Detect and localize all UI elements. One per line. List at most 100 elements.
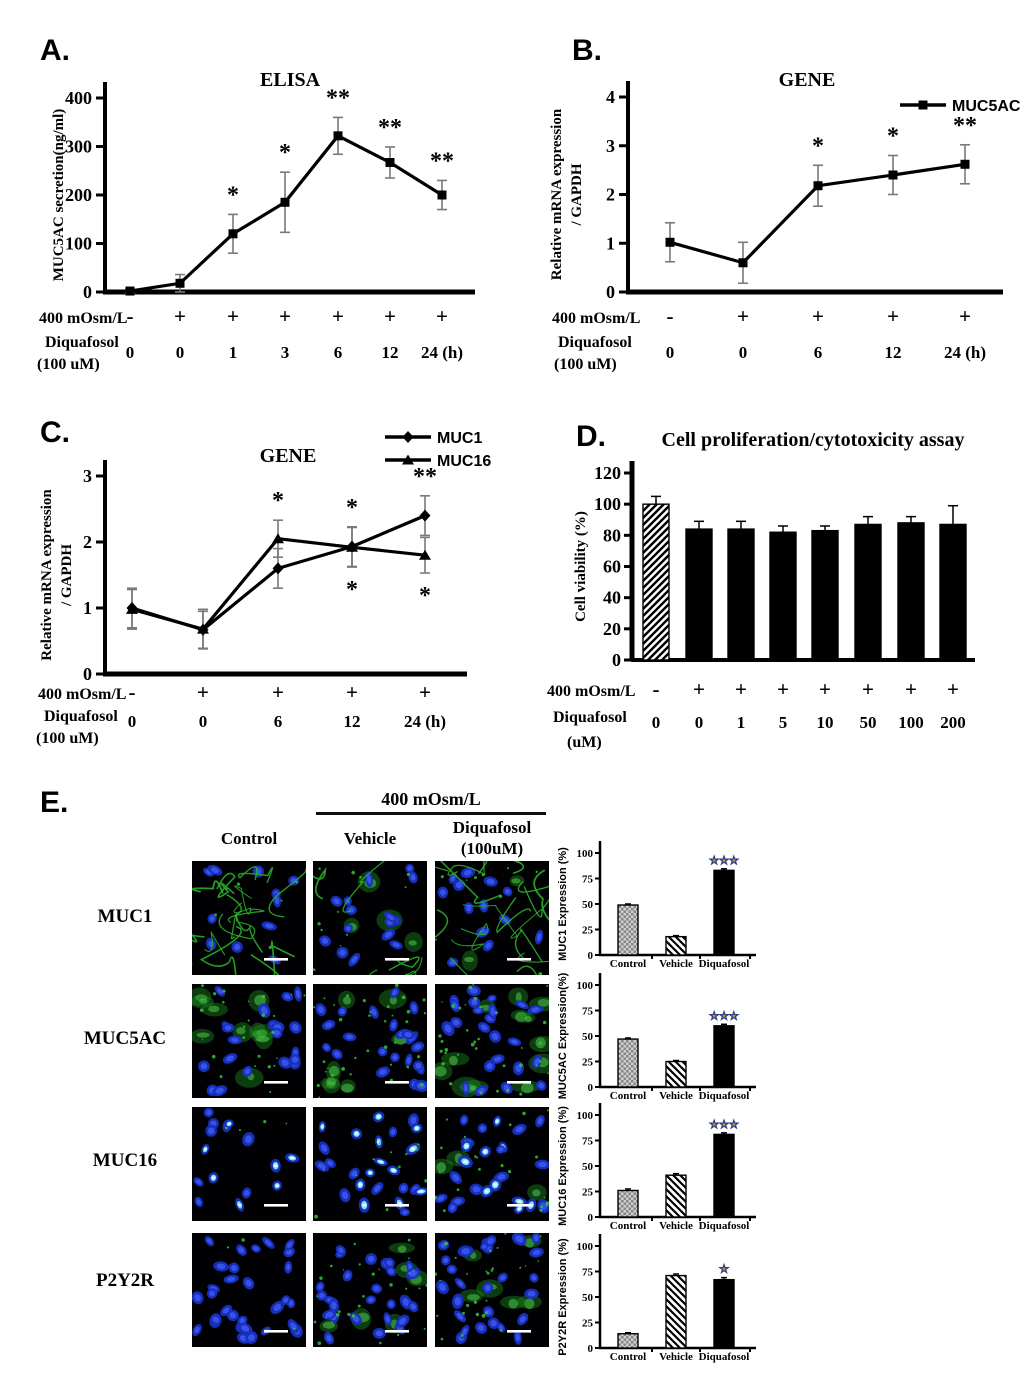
svg-text:Diquafosol: Diquafosol — [45, 334, 119, 351]
svg-text:1: 1 — [737, 713, 746, 732]
svg-text:MUC16: MUC16 — [437, 453, 491, 470]
svg-text:P2Y2R Expression (%): P2Y2R Expression (%) — [557, 1238, 569, 1356]
svg-text:75: 75 — [582, 1006, 594, 1018]
panel-a-label: A. — [40, 34, 70, 67]
svg-text:+: + — [174, 304, 186, 328]
svg-text:6: 6 — [274, 712, 283, 731]
svg-text:ELISA: ELISA — [260, 69, 321, 91]
svg-text:Diquafosol: Diquafosol — [699, 1090, 750, 1102]
svg-text:(100 uM): (100 uM) — [37, 356, 100, 373]
svg-text:400 mOsm/L: 400 mOsm/L — [552, 310, 640, 327]
svg-text:200: 200 — [65, 185, 92, 205]
svg-text:0: 0 — [176, 343, 185, 362]
svg-text:2: 2 — [83, 532, 92, 552]
micrograph-p2y2r-control — [192, 1233, 306, 1347]
svg-text:Diquafosol: Diquafosol — [699, 1351, 750, 1363]
svg-text:+: + — [279, 304, 291, 328]
svg-text:Vehicle: Vehicle — [659, 1090, 693, 1102]
panel-b-label: B. — [572, 34, 602, 67]
micrograph-muc1-vehicle — [313, 861, 427, 975]
svg-text:Control: Control — [610, 1090, 646, 1102]
svg-text:★★★: ★★★ — [709, 1119, 739, 1131]
svg-text:**: ** — [326, 85, 350, 111]
svg-text:*: * — [227, 182, 239, 208]
svg-text:0: 0 — [652, 713, 661, 732]
svg-text:50: 50 — [582, 899, 594, 911]
svg-text:/ GAPDH: / GAPDH — [59, 544, 75, 607]
panel-e-label: E. — [40, 786, 69, 819]
svg-text:-: - — [653, 677, 660, 701]
svg-text:+: + — [227, 304, 239, 328]
svg-text:*: * — [812, 133, 824, 159]
svg-text:Cell viability (%): Cell viability (%) — [573, 511, 589, 622]
svg-text:/ GAPDH: / GAPDH — [569, 163, 585, 226]
svg-text:0: 0 — [588, 950, 594, 962]
svg-text:Cell proliferation/cytotoxicit: Cell proliferation/cytotoxicity assay — [662, 429, 965, 451]
svg-text:12: 12 — [344, 712, 361, 731]
svg-text:**: ** — [413, 464, 437, 490]
svg-text:0: 0 — [588, 1343, 594, 1355]
panel-d-chart: Cell proliferation/cytotoxicity assay 0 20… — [547, 429, 975, 751]
svg-text:0: 0 — [128, 712, 137, 731]
svg-text:100: 100 — [65, 234, 92, 254]
svg-text:75: 75 — [582, 1136, 594, 1148]
column-header-control: Control — [220, 829, 278, 848]
svg-text:+: + — [959, 304, 971, 328]
svg-text:(100 uM): (100 uM) — [36, 730, 99, 747]
svg-text:Relative mRNA expression: Relative mRNA expression — [39, 489, 55, 661]
micrograph-muc5ac-diquafosol — [435, 984, 549, 1098]
svg-text:4: 4 — [606, 87, 615, 107]
svg-text:40: 40 — [603, 588, 621, 608]
svg-text:75: 75 — [582, 1267, 594, 1279]
svg-text:60: 60 — [603, 557, 621, 577]
column-header-diquafosol: Diquafosol (100uM) — [424, 817, 560, 859]
svg-text:MUC5AC secretion(ng/ml): MUC5AC secretion(ng/ml) — [51, 109, 67, 282]
svg-text:0: 0 — [126, 343, 135, 362]
svg-text:+: + — [197, 680, 209, 704]
svg-text:24 (h): 24 (h) — [421, 343, 463, 362]
svg-text:0: 0 — [199, 712, 208, 731]
svg-text:25: 25 — [582, 1187, 594, 1199]
svg-text:100: 100 — [577, 1241, 594, 1253]
svg-text:+: + — [735, 677, 747, 701]
svg-text:20: 20 — [603, 619, 621, 639]
svg-text:*: * — [419, 583, 431, 609]
svg-text:1: 1 — [606, 233, 615, 253]
svg-text:Vehicle: Vehicle — [659, 958, 693, 970]
svg-text:3: 3 — [83, 466, 92, 486]
svg-text:400 mOsm/L: 400 mOsm/L — [38, 686, 126, 703]
micrograph-muc1-diquafosol — [435, 861, 549, 975]
svg-text:0: 0 — [606, 282, 615, 302]
svg-text:+: + — [272, 680, 284, 704]
svg-text:50: 50 — [860, 713, 877, 732]
micrograph-muc1-control — [192, 861, 306, 975]
svg-text:+: + — [419, 680, 431, 704]
svg-text:MUC5AC Expression(%): MUC5AC Expression(%) — [557, 972, 569, 1099]
svg-text:MUC16 Expression (%): MUC16 Expression (%) — [557, 1106, 569, 1226]
svg-text:+: + — [777, 677, 789, 701]
svg-text:(100 uM): (100 uM) — [554, 356, 617, 373]
panel-e-chart-muc1: 0 25 50 75 100 MUC1 Expression (%) ★★★ Control V… — [557, 841, 756, 970]
svg-text:MUC1: MUC1 — [437, 430, 482, 447]
svg-text:Control: Control — [610, 958, 646, 970]
svg-text:0: 0 — [666, 343, 675, 362]
svg-text:**: ** — [953, 113, 977, 139]
svg-text:24 (h): 24 (h) — [404, 712, 446, 731]
svg-text:Control: Control — [610, 1220, 646, 1232]
column-header-vehicle: Vehicle — [343, 829, 397, 848]
svg-text:Diquafosol: Diquafosol — [44, 708, 118, 725]
svg-text:0: 0 — [612, 650, 621, 670]
column-header-diquafosol-dose: (100uM) — [460, 839, 524, 858]
micrograph-muc16-control — [192, 1107, 306, 1221]
row-label-muc5ac: MUC5AC — [83, 1028, 167, 1049]
svg-text:+: + — [819, 677, 831, 701]
svg-text:0: 0 — [83, 664, 92, 684]
svg-text:Relative mRNA expression: Relative mRNA expression — [549, 108, 565, 280]
panel-e-chart-muc16: 0 25 50 75 100 MUC16 Expression (%) ★★★ Control… — [557, 1103, 756, 1232]
svg-text:+: + — [332, 304, 344, 328]
svg-text:2: 2 — [606, 185, 615, 205]
osmolarity-group-underline — [316, 812, 546, 815]
svg-text:+: + — [737, 304, 749, 328]
